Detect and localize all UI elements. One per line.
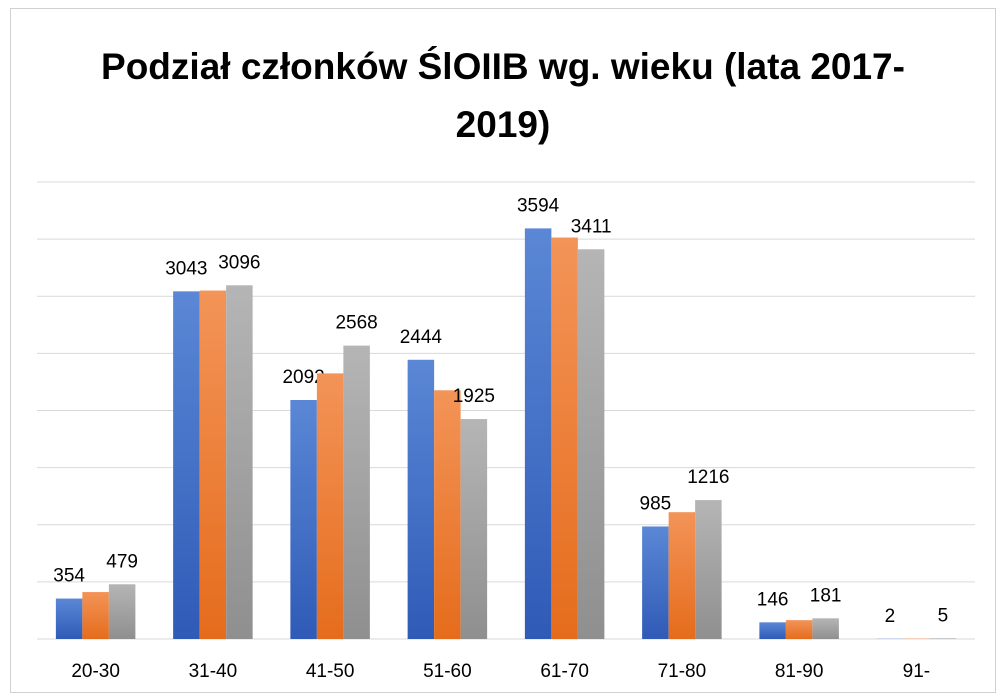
bar — [199, 290, 227, 639]
bar — [577, 249, 605, 639]
bar — [290, 399, 317, 639]
data-label: 3043 — [165, 258, 207, 279]
bar — [108, 584, 136, 639]
bar — [460, 419, 488, 639]
bar — [668, 512, 696, 639]
x-tick-label: 41-50 — [306, 661, 355, 682]
bar — [785, 620, 813, 639]
bar — [524, 228, 552, 639]
bar — [82, 592, 109, 639]
data-label: 2444 — [400, 327, 443, 348]
data-label: 1216 — [687, 467, 729, 488]
bar — [173, 291, 200, 639]
data-label: 354 — [53, 566, 85, 587]
x-tick-label: 71-80 — [658, 661, 707, 682]
data-label: 3594 — [517, 195, 560, 216]
data-label: 2092 — [282, 367, 324, 388]
data-label: 985 — [640, 493, 672, 514]
x-tick-label: 51-60 — [423, 661, 472, 682]
bar — [642, 526, 669, 639]
x-tick-label: 81-90 — [775, 661, 824, 682]
data-label: 146 — [757, 589, 789, 610]
bar — [551, 237, 578, 639]
bar — [343, 345, 370, 639]
bar — [316, 373, 344, 639]
data-label: 2568 — [335, 313, 377, 334]
x-tick-label: 61-70 — [540, 661, 589, 682]
bar — [434, 390, 461, 639]
bar — [812, 618, 839, 639]
x-tick-label: 31-40 — [189, 661, 238, 682]
data-label: 3096 — [218, 252, 260, 273]
data-label: 5 — [938, 605, 949, 626]
bar — [929, 638, 957, 639]
x-tick-label: 20-30 — [71, 661, 120, 682]
data-label: 3411 — [571, 216, 612, 237]
bar — [407, 359, 435, 639]
bar — [695, 500, 722, 639]
bar — [759, 622, 786, 639]
chart-title: Podział członków ŚlOIIB wg. wieku (lata … — [101, 46, 905, 145]
data-label: 479 — [106, 551, 138, 572]
data-label: 1925 — [453, 386, 495, 407]
data-label: 2 — [885, 606, 896, 627]
bar — [55, 598, 83, 639]
bar — [226, 285, 253, 639]
x-tick-label: 91- — [903, 661, 930, 682]
data-label: 181 — [810, 585, 842, 606]
